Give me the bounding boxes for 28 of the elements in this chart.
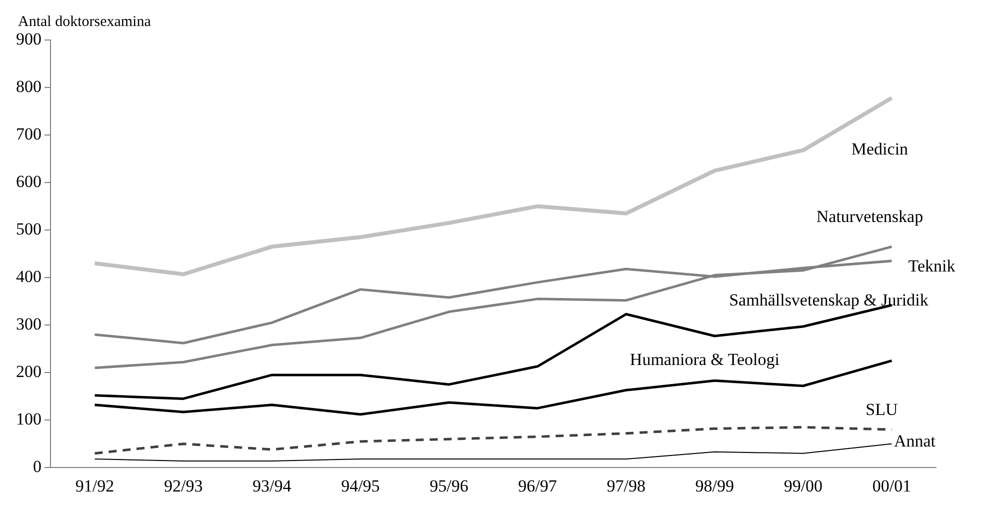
series-label: Teknik xyxy=(908,256,956,276)
y-tick-label: 200 xyxy=(16,362,42,382)
y-axis-title: Antal doktorsexamina xyxy=(18,14,152,30)
x-tick-label: 00/01 xyxy=(872,476,912,496)
x-tick-label: 91/92 xyxy=(75,476,114,496)
x-tick-label: 93/94 xyxy=(252,476,292,496)
y-tick-label: 900 xyxy=(16,29,42,48)
x-tick-label: 92/93 xyxy=(164,476,203,496)
y-tick-label: 100 xyxy=(16,410,42,429)
x-tick-label: 97/98 xyxy=(606,476,646,496)
series-label: Humaniora & Teologi xyxy=(630,350,780,370)
series-label: Medicin xyxy=(851,139,909,158)
y-tick-label: 0 xyxy=(33,457,42,476)
x-tick-label: 94/95 xyxy=(341,476,380,496)
y-tick-label: 300 xyxy=(16,314,42,334)
x-tick-label: 96/97 xyxy=(518,476,558,496)
y-tick-label: 400 xyxy=(16,267,42,286)
text: Naturvetenskap xyxy=(816,207,924,226)
y-tick-label: 600 xyxy=(16,172,42,191)
series-label: Annat xyxy=(894,431,936,450)
series-label: Samhällsvetenskap & Juridik xyxy=(729,290,929,310)
y-tick-label: 800 xyxy=(16,76,42,96)
x-tick-label: 99/00 xyxy=(784,476,823,496)
x-tick-label: 95/96 xyxy=(430,476,468,496)
series-label: SLU xyxy=(866,400,898,420)
y-tick-label: 700 xyxy=(16,124,42,144)
x-tick-label: 98/99 xyxy=(695,476,734,496)
y-tick-label: 500 xyxy=(16,220,42,239)
